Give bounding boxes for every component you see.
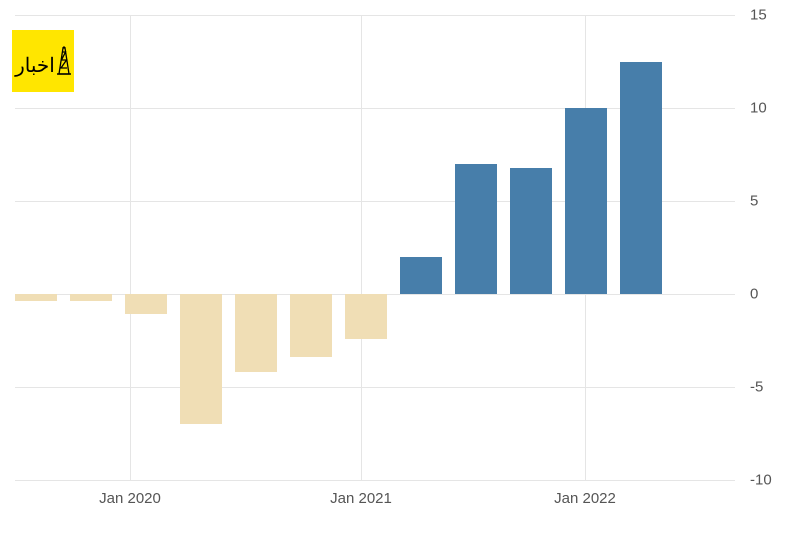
site-logo: اخبار [12, 30, 74, 92]
bar [290, 294, 332, 357]
x-tick-label: Jan 2020 [99, 490, 161, 507]
chart-container: -10 -5 0 5 10 15 Jan 2020 Jan 2021 Jan 2022 [0, 0, 800, 533]
x-tick-label: Jan 2021 [330, 490, 392, 507]
bar [125, 294, 167, 314]
bar [70, 294, 112, 301]
bar [455, 164, 497, 294]
bar [15, 294, 57, 301]
y-tick-label: 0 [750, 286, 758, 303]
y-tick-label: 10 [750, 100, 767, 117]
bar [235, 294, 277, 372]
oil-rig-icon [57, 46, 71, 76]
bar [510, 168, 552, 294]
gridline-h [15, 15, 735, 16]
bar [620, 62, 662, 295]
logo-text: اخبار [15, 56, 55, 76]
gridline-v [361, 15, 362, 480]
bar [400, 257, 442, 294]
x-tick-label: Jan 2022 [554, 490, 616, 507]
gridline-h [15, 480, 735, 481]
y-tick-label: 5 [750, 193, 758, 210]
gridline-v [130, 15, 131, 480]
bar [345, 294, 387, 339]
bar [565, 108, 607, 294]
plot-area [15, 15, 735, 480]
gridline-h [15, 387, 735, 388]
bar [180, 294, 222, 424]
y-tick-label: -10 [750, 472, 772, 489]
y-tick-label: 15 [750, 7, 767, 24]
y-tick-label: -5 [750, 379, 763, 396]
